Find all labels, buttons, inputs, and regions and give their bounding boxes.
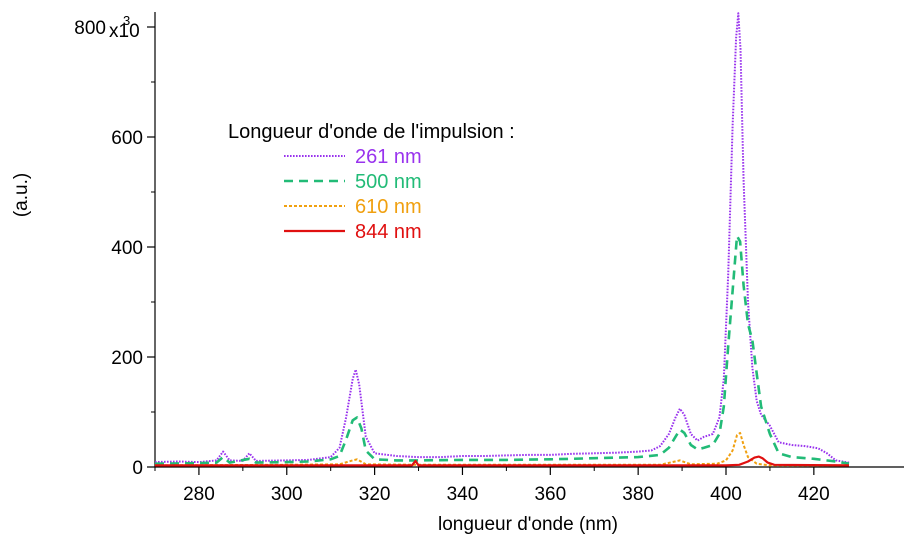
series-line-261-nm xyxy=(154,12,850,464)
y-axis-title: (a.u.) xyxy=(11,173,32,217)
legend-label: 500 nm xyxy=(355,171,422,193)
x-tick-label: 380 xyxy=(622,484,654,505)
legend-label: 610 nm xyxy=(355,196,422,218)
legend-label: 844 nm xyxy=(355,221,422,243)
legend-title: Longueur d'onde de l'impulsion : xyxy=(228,121,515,143)
x-tick-label: 360 xyxy=(534,484,566,505)
x-tick-label: 280 xyxy=(183,484,215,505)
y-tick-label: 400 xyxy=(111,238,143,259)
y-axis-ticks: 0 200 400 600 800 xyxy=(74,18,155,479)
y-scale-exponent: 3 xyxy=(123,13,130,28)
legend-label: 261 nm xyxy=(355,146,422,168)
y-tick-label: 0 xyxy=(132,458,143,479)
legend: Longueur d'onde de l'impulsion : 261 nm 5… xyxy=(228,121,515,243)
axes xyxy=(154,12,904,468)
series-line-844-nm xyxy=(155,455,850,467)
series-lines xyxy=(154,12,850,467)
x-tick-label: 420 xyxy=(798,484,830,505)
x-axis-ticks: 280 300 320 340 360 380 400 420 xyxy=(154,467,830,505)
x-tick-label: 300 xyxy=(271,484,303,505)
y-tick-label: 800 xyxy=(74,18,106,39)
series-line-500-nm xyxy=(154,234,850,465)
series-line-610-nm xyxy=(154,431,849,467)
x-tick-label: 320 xyxy=(359,484,391,505)
x-axis-title: longueur d'onde (nm) xyxy=(438,514,618,535)
x-tick-label: 340 xyxy=(447,484,479,505)
y-tick-label: 200 xyxy=(111,348,143,369)
y-tick-label: 600 xyxy=(111,128,143,149)
x-tick-label: 400 xyxy=(710,484,742,505)
y-scale-multiplier: x10 xyxy=(109,21,140,42)
